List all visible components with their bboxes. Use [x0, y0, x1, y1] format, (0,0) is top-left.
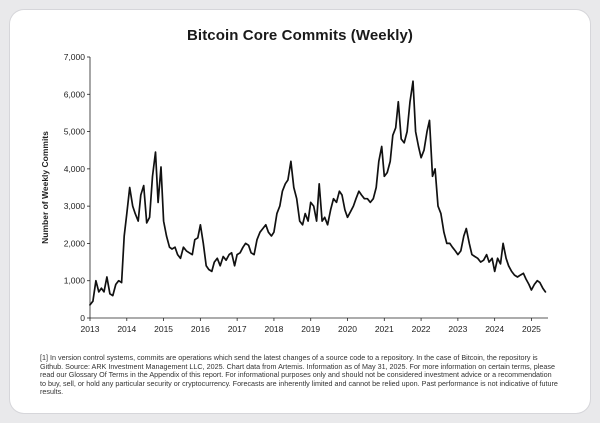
x-tick-label: 2024	[485, 324, 504, 334]
series-layer	[89, 80, 547, 306]
x-tick-label: 2025	[522, 324, 541, 334]
x-tick-label: 2017	[228, 324, 247, 334]
y-tick-label: 2,000	[64, 238, 86, 248]
x-tick-label: 2019	[301, 324, 320, 334]
y-tick-label: 6,000	[64, 89, 86, 99]
y-axis-label: Number of Weekly Commits	[40, 131, 50, 244]
chart-card	[10, 10, 590, 413]
x-tick-label: 2014	[117, 324, 136, 334]
x-axis: 2013 2014 2015 2016 2017 2018 2019 2020 2021 2022…	[81, 317, 548, 334]
x-tick-label: 2013	[81, 324, 100, 334]
x-tick-label: 2015	[154, 324, 173, 334]
y-tick-label: 4,000	[64, 164, 86, 174]
x-tick-label: 2018	[264, 324, 283, 334]
y-tick-label: 7,000	[64, 52, 86, 62]
y-tick-label: 3,000	[64, 201, 86, 211]
series-line-weekly-commits	[89, 80, 547, 306]
chart-title: Bitcoin Core Commits (Weekly)	[187, 27, 413, 44]
x-tick-label: 2023	[448, 324, 467, 334]
x-tick-label: 2020	[338, 324, 357, 334]
y-tick-label: 0	[80, 313, 85, 323]
y-tick-label: 5,000	[64, 127, 86, 137]
footnote: [1] In version control systems, commits …	[40, 353, 558, 397]
y-axis: 0 1,000 2,000 3,000 4,000 5,000 6,000 7,000	[64, 52, 91, 323]
x-tick-label: 2022	[412, 324, 431, 334]
x-tick-label: 2021	[375, 324, 394, 334]
x-tick-label: 2016	[191, 324, 210, 334]
y-tick-label: 1,000	[64, 276, 86, 286]
